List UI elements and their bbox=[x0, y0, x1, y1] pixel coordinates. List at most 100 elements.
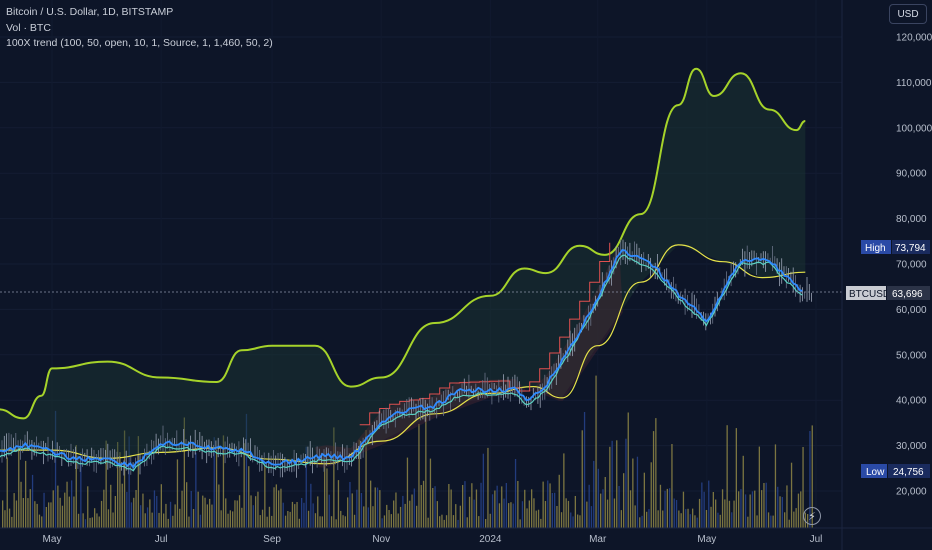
volume-bar bbox=[650, 462, 652, 528]
volume-bar bbox=[508, 503, 510, 528]
volume-bar bbox=[77, 513, 80, 528]
volume-bar bbox=[761, 490, 763, 528]
volume-bar bbox=[160, 484, 162, 528]
volume-bar bbox=[669, 488, 671, 528]
volume-bar bbox=[717, 512, 719, 528]
price-tick-label: 120,000 bbox=[896, 33, 932, 44]
volume-bar bbox=[130, 502, 133, 528]
volume-bar bbox=[126, 491, 128, 528]
low-tag-label-bg bbox=[861, 464, 887, 478]
volume-bar bbox=[255, 496, 257, 528]
volume-bar bbox=[128, 436, 130, 528]
volume-bar bbox=[800, 491, 802, 528]
volume-bar bbox=[197, 491, 199, 528]
trend-line bbox=[0, 244, 806, 465]
time-axis[interactable]: May Jul Sep Nov 2024 Mar May Jul bbox=[43, 534, 823, 545]
volume-bar bbox=[758, 446, 760, 528]
volume-bar bbox=[61, 505, 64, 528]
volume-bar bbox=[117, 442, 119, 528]
volume-bar bbox=[560, 512, 563, 528]
volume-bar bbox=[742, 455, 744, 528]
volume-bar bbox=[370, 480, 372, 528]
volume-bar bbox=[600, 493, 602, 528]
volume-bar bbox=[278, 490, 280, 528]
volume-bar bbox=[705, 510, 708, 528]
volume-bar bbox=[588, 484, 590, 528]
volume-bar bbox=[386, 504, 388, 528]
volume-bar bbox=[395, 492, 397, 528]
volume-bar bbox=[271, 515, 273, 528]
volume-bar bbox=[524, 489, 526, 528]
price-tick-label: 60,000 bbox=[896, 305, 927, 316]
volume-bar bbox=[646, 511, 648, 528]
volume-bar bbox=[156, 496, 158, 528]
volume-bar bbox=[618, 486, 620, 528]
indicator-legend[interactable]: 100X trend (100, 50, open, 10, 1, Source… bbox=[6, 37, 273, 49]
lightning-icon[interactable]: ⚡︎ bbox=[803, 507, 821, 525]
volume-bar bbox=[121, 483, 123, 528]
upper-band-line bbox=[0, 67, 806, 420]
volume-bar bbox=[738, 491, 740, 528]
last-price-tag: BTCUSD 63,696 bbox=[846, 286, 930, 300]
volume-bar bbox=[264, 464, 266, 528]
volume-bar bbox=[505, 483, 507, 528]
volume-bar bbox=[533, 498, 535, 528]
volume-bar bbox=[478, 516, 480, 528]
volume-bar bbox=[480, 482, 482, 528]
volume-bar bbox=[770, 515, 772, 528]
volume-bar bbox=[623, 473, 625, 528]
volume-bar bbox=[606, 499, 609, 528]
last-price-value-bg bbox=[887, 286, 930, 300]
volume-bar bbox=[248, 466, 250, 528]
volume-bar bbox=[158, 512, 160, 528]
volume-bar bbox=[252, 505, 254, 528]
currency-button[interactable]: USD bbox=[889, 4, 927, 24]
price-axis[interactable]: 120,000 110,000 100,000 90,000 80,000 70,000 6… bbox=[896, 33, 932, 498]
symbol-title[interactable]: Bitcoin / U.S. Dollar, 1D, BITSTAMP bbox=[6, 6, 174, 18]
volume-bar bbox=[18, 446, 20, 528]
time-tick-label: May bbox=[43, 534, 62, 545]
volume-bar bbox=[349, 482, 351, 528]
volume-bar bbox=[514, 459, 517, 528]
volume-histogram bbox=[2, 375, 813, 529]
volume-bar bbox=[710, 506, 712, 528]
volume-bar bbox=[489, 513, 491, 528]
volume-bar bbox=[84, 519, 87, 528]
volume-bar bbox=[744, 494, 747, 528]
volume-bar bbox=[151, 512, 153, 528]
volume-bar bbox=[314, 513, 317, 528]
last-price-label: BTCUSD bbox=[849, 289, 890, 300]
volume-bar bbox=[2, 500, 4, 528]
volume-bar bbox=[678, 510, 680, 528]
volume-bar bbox=[257, 491, 259, 528]
volume-bar bbox=[586, 501, 588, 528]
volume-bar bbox=[498, 503, 501, 528]
volume-bar bbox=[565, 498, 567, 528]
volume-bar bbox=[153, 490, 156, 528]
volume-bar bbox=[429, 458, 432, 528]
volume-bar bbox=[388, 510, 390, 528]
price-tick-label: 100,000 bbox=[896, 123, 932, 134]
volume-bar bbox=[733, 500, 735, 528]
volume-bar bbox=[347, 497, 349, 528]
volume-bar bbox=[459, 505, 461, 528]
volume-bar bbox=[31, 474, 34, 528]
volume-bar bbox=[222, 435, 225, 528]
volume-bar bbox=[206, 504, 208, 528]
volume-bar bbox=[494, 490, 496, 528]
volume-legend[interactable]: Vol · BTC bbox=[6, 22, 51, 34]
volume-bar bbox=[491, 494, 494, 528]
time-tick-label: Jul bbox=[155, 534, 168, 545]
volume-bar bbox=[110, 484, 112, 528]
volume-bar bbox=[275, 484, 277, 528]
volume-bar bbox=[317, 496, 319, 528]
volume-bar bbox=[629, 490, 632, 528]
volume-bar bbox=[418, 423, 420, 528]
volume-bar bbox=[554, 492, 556, 528]
volume-bar bbox=[303, 502, 305, 528]
volume-bar bbox=[337, 480, 340, 528]
volume-bar bbox=[372, 506, 374, 528]
volume-bar bbox=[597, 468, 599, 528]
